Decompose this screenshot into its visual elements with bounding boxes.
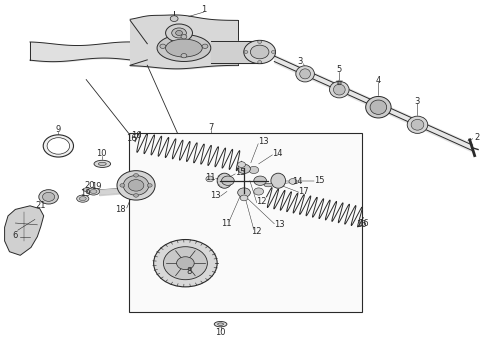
Ellipse shape: [271, 173, 286, 188]
Ellipse shape: [218, 323, 223, 325]
Ellipse shape: [154, 239, 217, 287]
Ellipse shape: [264, 183, 273, 187]
Ellipse shape: [43, 135, 74, 157]
Ellipse shape: [330, 81, 349, 98]
Ellipse shape: [300, 69, 311, 79]
Ellipse shape: [244, 40, 275, 64]
Text: 10: 10: [215, 328, 226, 337]
Ellipse shape: [94, 160, 111, 167]
Text: 9: 9: [56, 125, 61, 134]
Circle shape: [258, 60, 262, 63]
Ellipse shape: [172, 28, 186, 38]
Text: 16: 16: [356, 220, 367, 229]
FancyBboxPatch shape: [129, 134, 362, 312]
Text: 4: 4: [376, 76, 381, 85]
Circle shape: [206, 176, 214, 182]
Ellipse shape: [166, 39, 202, 57]
Text: 11: 11: [221, 219, 232, 228]
Circle shape: [134, 194, 139, 197]
Circle shape: [240, 195, 248, 201]
Ellipse shape: [411, 120, 424, 130]
Text: 20: 20: [84, 181, 95, 190]
Circle shape: [128, 180, 144, 191]
Circle shape: [238, 164, 250, 174]
Text: 2: 2: [474, 133, 480, 142]
Circle shape: [238, 188, 250, 197]
Ellipse shape: [214, 321, 227, 327]
Ellipse shape: [76, 195, 89, 202]
Text: 5: 5: [337, 65, 342, 74]
Text: 16: 16: [358, 219, 368, 228]
Circle shape: [289, 179, 297, 184]
Ellipse shape: [83, 188, 91, 192]
Text: 16: 16: [131, 131, 142, 140]
Circle shape: [170, 16, 178, 22]
Text: 10: 10: [96, 149, 106, 158]
Text: 18: 18: [115, 205, 126, 214]
Text: 19: 19: [91, 181, 102, 190]
Ellipse shape: [366, 96, 391, 118]
Circle shape: [181, 35, 187, 39]
Ellipse shape: [166, 24, 193, 42]
Ellipse shape: [250, 45, 269, 59]
Text: 13: 13: [274, 220, 285, 229]
Text: 14: 14: [292, 177, 302, 186]
Text: 6: 6: [13, 231, 18, 240]
Text: 3: 3: [297, 57, 302, 66]
Circle shape: [120, 184, 125, 187]
Ellipse shape: [217, 173, 232, 188]
Text: 15: 15: [314, 176, 324, 185]
Ellipse shape: [79, 197, 86, 201]
Circle shape: [244, 50, 248, 53]
Ellipse shape: [333, 84, 345, 95]
Text: 1: 1: [201, 5, 206, 14]
Polygon shape: [4, 206, 44, 255]
Ellipse shape: [43, 192, 55, 201]
Circle shape: [181, 54, 187, 58]
Circle shape: [202, 44, 208, 48]
Text: 12: 12: [251, 227, 262, 236]
Ellipse shape: [87, 188, 99, 195]
Circle shape: [254, 176, 267, 185]
Ellipse shape: [39, 190, 58, 204]
Circle shape: [258, 41, 262, 43]
Text: 12: 12: [256, 197, 267, 206]
Text: 8: 8: [187, 267, 192, 276]
Text: 11: 11: [205, 173, 216, 182]
Circle shape: [134, 174, 139, 177]
Ellipse shape: [407, 116, 428, 134]
Ellipse shape: [98, 162, 106, 166]
Circle shape: [176, 257, 194, 270]
Circle shape: [249, 166, 259, 174]
Ellipse shape: [157, 35, 211, 62]
Circle shape: [238, 162, 245, 167]
Text: 15: 15: [235, 168, 245, 177]
Ellipse shape: [90, 189, 97, 193]
Circle shape: [160, 44, 166, 48]
Circle shape: [254, 188, 264, 195]
Ellipse shape: [47, 138, 70, 154]
Text: 14: 14: [272, 149, 283, 158]
Ellipse shape: [370, 100, 387, 114]
Text: 16: 16: [126, 134, 137, 143]
Text: 3: 3: [415, 96, 420, 105]
Circle shape: [175, 31, 182, 36]
Circle shape: [147, 184, 152, 187]
Ellipse shape: [117, 171, 155, 200]
Ellipse shape: [123, 176, 149, 195]
Text: 13: 13: [210, 191, 221, 200]
Text: 21: 21: [35, 201, 46, 210]
Ellipse shape: [296, 66, 315, 82]
Circle shape: [271, 50, 275, 53]
Text: 7: 7: [208, 123, 214, 132]
Text: 17: 17: [298, 187, 309, 196]
Text: 19: 19: [80, 189, 91, 198]
Text: 13: 13: [258, 137, 269, 146]
Circle shape: [221, 176, 234, 185]
Ellipse shape: [163, 247, 207, 280]
